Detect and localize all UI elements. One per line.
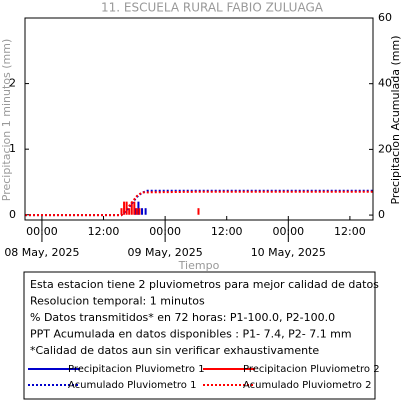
- y-axis-label: Precipitacion 1 minutos (mm): [0, 39, 13, 201]
- precip-bar: [130, 201, 133, 215]
- x-date-label: 08 May, 2025: [4, 246, 79, 259]
- legend-label: Precipitacion Pluviometro 1: [68, 364, 205, 375]
- precip-bar: [138, 208, 141, 215]
- x-date-label: 10 May, 2025: [251, 246, 326, 259]
- y-tick-label: 1: [9, 142, 16, 155]
- precip-bar: [137, 201, 140, 215]
- note-line: % Datos transmitidos* en 72 horas: P1-10…: [30, 311, 335, 324]
- y2-tick-label: 0: [378, 208, 385, 221]
- plot-frame: [24, 17, 374, 221]
- y2-tick-label: 20: [378, 142, 392, 155]
- y-tick-label: 0: [9, 208, 16, 221]
- precip-bar: [128, 208, 131, 215]
- cumulative-line: [25, 190, 373, 217]
- precip-bar: [144, 208, 147, 215]
- y2-axis-label: Precipitacion Acumulada (mm): [389, 35, 402, 204]
- precip-bar: [135, 208, 138, 215]
- note-line: *Calidad de datos aun sin verificar exha…: [30, 344, 319, 357]
- precip-bar: [141, 208, 144, 215]
- legend-label: Precipitacion Pluviometro 2: [243, 364, 380, 375]
- x-tick-label: 12:00: [211, 225, 243, 238]
- info-box: [23, 271, 376, 400]
- note-line: Resolucion temporal: 1 minutos: [30, 295, 205, 308]
- legend-label: Acumulado Pluviometro 1: [68, 380, 196, 391]
- y2-tick-label: 40: [378, 77, 392, 90]
- precip-bar: [133, 201, 136, 215]
- x-axis-label: Tiempo: [178, 259, 220, 272]
- x-date-label: 09 May, 2025: [128, 246, 203, 259]
- x-tick-label: 12:00: [88, 225, 120, 238]
- note-line: PPT Acumulada en datos disponibles : P1-…: [30, 328, 352, 341]
- chart-title: 11. ESCUELA RURAL FABIO ZULUAGA: [101, 1, 324, 15]
- legend-label: Acumulado Pluviometro 2: [243, 380, 371, 391]
- precip-bar: [197, 208, 200, 215]
- precip-bar: [123, 201, 126, 215]
- precip-bar: [134, 208, 137, 215]
- x-tick-label: 12:00: [334, 225, 366, 238]
- note-line: Esta estacion tiene 2 pluviometros para …: [30, 278, 379, 291]
- y2-tick-label: 60: [378, 11, 392, 24]
- precip-bar: [120, 208, 123, 215]
- y-tick-label: 2: [9, 77, 16, 90]
